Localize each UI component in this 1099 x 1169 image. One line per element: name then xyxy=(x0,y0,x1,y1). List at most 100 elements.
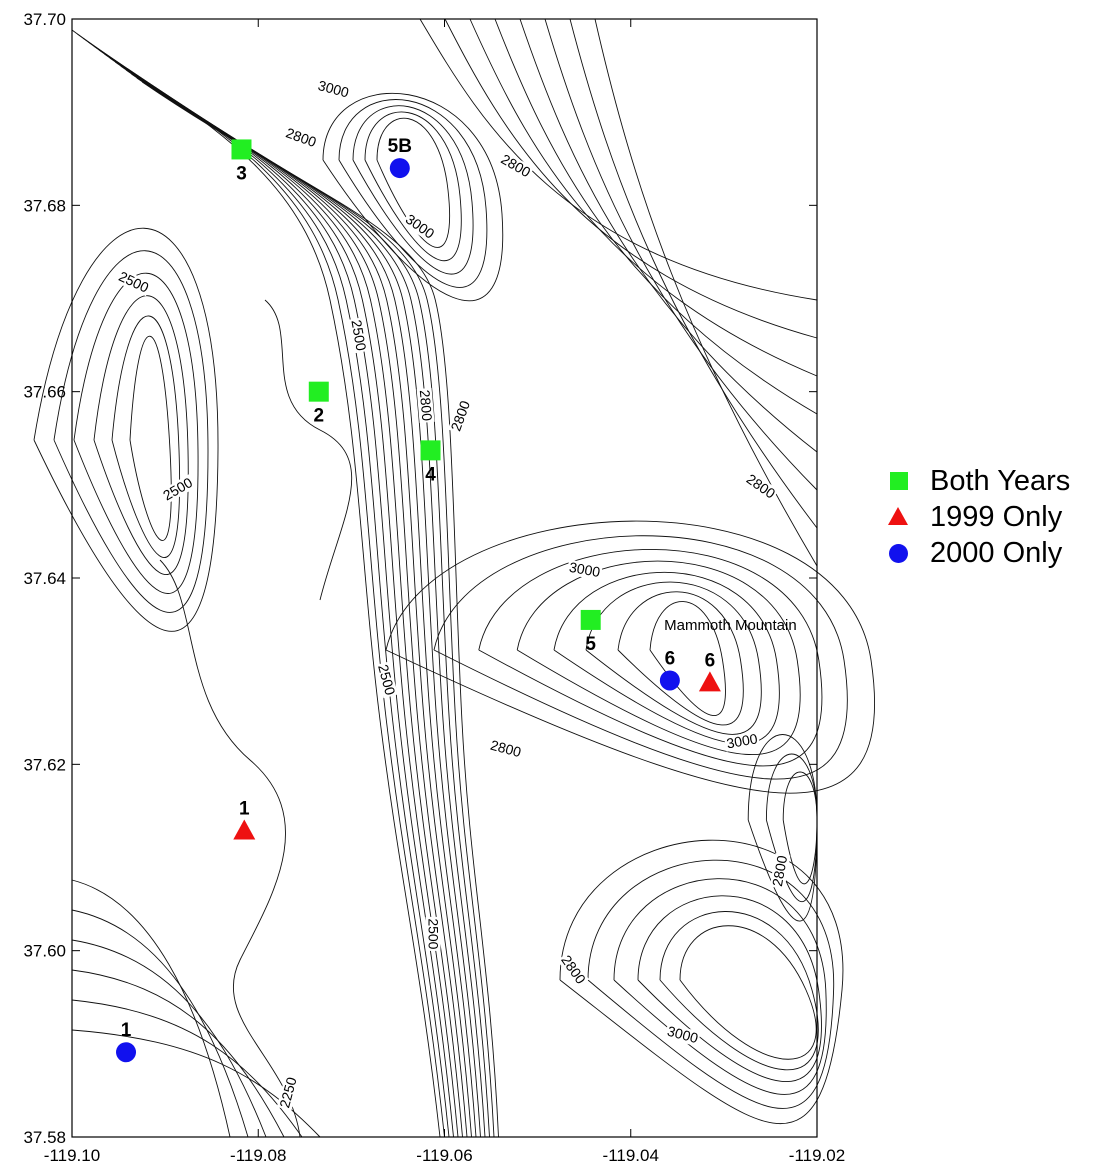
contour-label-group: 2500 xyxy=(159,474,197,505)
contour-line xyxy=(594,18,818,567)
contour-line xyxy=(87,41,454,1138)
contour-label: 2250 xyxy=(276,1075,300,1109)
contour-line xyxy=(585,581,762,735)
contour-label-group: 2500 xyxy=(348,317,370,354)
contour-line xyxy=(433,535,848,780)
contour-label-bg xyxy=(557,951,590,988)
contour-label: 3000 xyxy=(666,1023,700,1047)
contour-label: 2800 xyxy=(489,737,523,761)
contour-line xyxy=(659,911,819,1071)
contour-line xyxy=(71,969,285,1138)
contour-label-bg xyxy=(348,317,369,354)
contour-line xyxy=(129,335,172,541)
contour-line xyxy=(114,61,477,1138)
contour-label: 3000 xyxy=(316,77,350,101)
contour-label: 2500 xyxy=(426,918,442,949)
legend-item-2000-only: 2000 Only xyxy=(884,535,1070,571)
circle-icon xyxy=(884,539,912,567)
contour-line xyxy=(71,939,267,1138)
contour-line xyxy=(478,549,823,767)
contour-label: 2500 xyxy=(375,663,399,697)
site-marker-both-years xyxy=(231,139,252,160)
place-label-mammoth-mountain: Mammoth Mountain xyxy=(664,617,797,634)
contour-line xyxy=(469,18,818,377)
contour-line xyxy=(93,45,459,1138)
x-tick-label: -119.04 xyxy=(603,1146,659,1165)
contour-line xyxy=(494,18,818,415)
contour-label-bg xyxy=(742,470,779,503)
contour-line xyxy=(120,65,481,1138)
x-tick-label: -119.10 xyxy=(44,1146,100,1165)
contour-line xyxy=(352,105,474,275)
contour-label-bg xyxy=(724,731,761,752)
contour-label-group: 3000 xyxy=(724,730,761,752)
contour-label: 2500 xyxy=(348,319,369,353)
legend-label: 1999 Only xyxy=(930,500,1063,533)
site-marker-both-years xyxy=(580,609,601,630)
contour-line xyxy=(71,909,249,1138)
contour-line xyxy=(617,591,744,726)
contour-label-group: 2800 xyxy=(487,737,525,761)
site-marker-2000-only xyxy=(116,1042,137,1063)
site-label: 1 xyxy=(121,1020,132,1041)
y-tick-label: 37.58 xyxy=(23,1128,66,1147)
site-marker-2000-only xyxy=(659,670,680,691)
y-tick-label: 37.66 xyxy=(23,383,66,402)
contour-label-group: 2800 xyxy=(416,387,435,424)
y-tick-label: 37.62 xyxy=(23,755,66,774)
axis-ticks: -119.10 -119.08 -119.06 -119.04 -119.02 37.70… xyxy=(23,10,845,1165)
y-tick-label: 37.70 xyxy=(23,10,66,29)
contour-label-group: 2800 xyxy=(769,852,791,890)
contour-label-bg xyxy=(447,397,474,435)
contour-line xyxy=(569,18,818,529)
site-label: 4 xyxy=(425,464,436,485)
contour-label: 2500 xyxy=(116,268,151,296)
contour-label-group: 2500 xyxy=(374,661,399,699)
contour-label-group: 2800 xyxy=(282,124,320,151)
circle-icon-fill xyxy=(889,544,908,563)
contour-line xyxy=(111,315,181,558)
contour-line xyxy=(136,77,495,1138)
contour-label-group: 2500 xyxy=(115,268,153,297)
contour-label-group: 3000 xyxy=(664,1023,701,1047)
contour-line xyxy=(444,18,818,339)
legend-item-both-years: Both Years xyxy=(884,463,1070,499)
contour-label: 2800 xyxy=(284,124,319,150)
contour-label: 2800 xyxy=(769,854,790,888)
square-icon-fill xyxy=(890,472,908,490)
contour-line xyxy=(637,895,822,1082)
contour-line xyxy=(109,57,472,1138)
site-label: 1 xyxy=(239,798,250,819)
contour-label-group: 2800 xyxy=(447,397,474,435)
contour-label-bg xyxy=(159,474,197,505)
contour-line xyxy=(71,999,303,1138)
contour-label-bg xyxy=(487,737,525,761)
contour-line xyxy=(53,250,209,613)
legend-item-1999-only: 1999 Only xyxy=(884,499,1070,535)
contour-label-bg xyxy=(497,150,535,181)
site-label: 5 xyxy=(585,634,596,655)
x-tick-label: -119.08 xyxy=(230,1146,286,1165)
contour-line xyxy=(159,559,301,1138)
y-tick-label: 37.60 xyxy=(23,942,66,961)
contour-line xyxy=(71,29,441,1138)
site-label: 2 xyxy=(313,406,324,427)
contour-line xyxy=(71,879,231,1138)
contour-line xyxy=(93,295,189,575)
contour-label-bg xyxy=(664,1023,701,1047)
contour-label-group: 3000 xyxy=(566,559,603,581)
contour-label-group: 2250 xyxy=(276,1074,301,1111)
x-tick-label: -119.06 xyxy=(416,1146,472,1165)
contour-line xyxy=(519,18,818,453)
site-marker-both-years xyxy=(308,381,329,402)
contour-label: 3000 xyxy=(568,559,602,580)
contour-label: 3000 xyxy=(725,730,759,751)
contour-line xyxy=(649,601,726,716)
contour-label-bg xyxy=(315,77,352,101)
contour-line xyxy=(385,520,876,794)
contour-label-group: 2800 xyxy=(742,470,779,503)
contour-label-group: 3000 xyxy=(401,211,439,243)
contour-line xyxy=(419,18,818,301)
site-marker-both-years xyxy=(420,440,441,461)
contour-label-group: 2500 xyxy=(425,916,442,951)
